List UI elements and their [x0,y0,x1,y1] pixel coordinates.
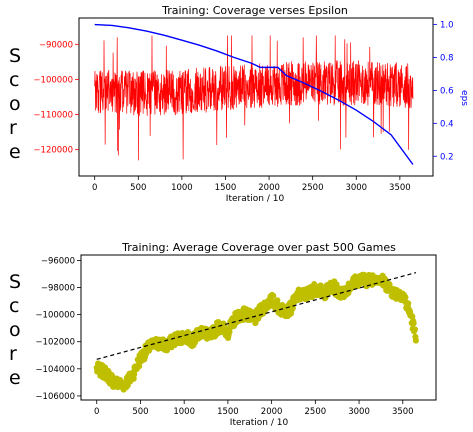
chart-1-x-tick-label: 3500 [389,183,411,193]
chart-1-y-tick-label: −110000 [33,111,73,121]
chart-1-x-tick-label: 1000 [171,183,193,193]
chart-1: Training: Coverage verses Epsilon 0 500 10… [33,4,469,204]
chart-1-x-label: Iteration / 10 [226,194,285,204]
chart-2-x-tick-label: 1000 [173,407,195,417]
chart-1-y2-tick-label: 0.8 [440,54,454,64]
chart-2-point [402,294,409,301]
chart-2-trend-line [96,272,417,360]
chart-1-title: Training: Coverage verses Epsilon [161,4,348,17]
chart-1-y-tick-label: −120000 [33,146,73,156]
chart-2-x-tick-label: 0 [94,407,99,417]
chart-1-y2-tick-label: 1.0 [440,21,454,31]
chart-2-point [131,371,138,378]
chart-1-y2-axis: 0.2 0.4 0.6 0.8 1.0 [433,21,454,162]
chart-2-point [411,326,419,333]
chart-1-score-series [94,35,414,161]
chart-2-y-tick-label: −100000 [35,311,75,321]
chart-2-y-tick-label: −106000 [35,392,75,402]
chart-1-x-tick-label: 2500 [302,183,324,193]
chart-2-point [136,363,143,370]
chart-2-point [270,292,277,299]
chart-2-y-tick-label: −102000 [35,338,75,348]
chart-2-x-axis: 0 500 1000 1500 2000 2500 3000 3500 [94,400,414,417]
chart-2-point [412,337,419,344]
chart-2-y-tick-label: −96000 [41,256,75,266]
chart-1-score-line [94,35,414,161]
chart-2: Training: Average Coverage over past 500… [35,241,437,428]
chart-2-y-axis: −106000 −104000 −102000 −100000 −98000 −96000 [35,256,81,402]
chart-1-x-tick-label: 500 [130,183,146,193]
chart-1-y2-label: eps [459,90,469,106]
chart-2-x-tick-label: 3000 [348,407,370,417]
chart-1-y2-tick-label: 0.6 [440,86,454,96]
chart-1-y-tick-label: −100000 [33,75,73,85]
chart-1-x-tick-label: 1500 [215,183,237,193]
chart-1-x-tick-label: 3000 [345,183,367,193]
chart-1-x-axis: 0 500 1000 1500 2000 2500 3000 3500 [92,176,411,193]
chart-1-y-tick-label: −90000 [39,40,73,50]
chart-2-x-label: Iteration / 10 [230,418,289,428]
chart-2-title: Training: Average Coverage over past 500… [121,241,396,254]
chart-2-x-tick-label: 500 [132,407,148,417]
chart-2-point [405,300,412,307]
chart-2-y-tick-label: −104000 [35,365,75,375]
chart-1-eps-series [94,23,414,165]
chart-1-y2-tick-label: 0.4 [440,119,454,129]
chart-2-point [289,304,296,312]
chart-1-y2-tick-label: 0.2 [440,152,454,162]
chart-2-point [410,320,417,327]
chart-2-x-tick-label: 2000 [261,407,283,417]
chart-2-side-y-label: S c o r e [9,271,22,389]
chart-1-x-tick-label: 2000 [258,183,280,193]
chart-1-y-axis: −120000 −110000 −100000 −90000 [33,40,79,156]
chart-2-average-series [93,271,419,393]
chart-2-x-tick-label: 3500 [392,407,414,417]
chart-1-side-y-label: S c o r e [9,45,22,163]
chart-2-x-tick-label: 1500 [217,407,239,417]
chart-1-x-tick-label: 0 [92,183,97,193]
chart-2-x-tick-label: 2500 [305,407,327,417]
chart-2-y-tick-label: −98000 [41,284,75,294]
